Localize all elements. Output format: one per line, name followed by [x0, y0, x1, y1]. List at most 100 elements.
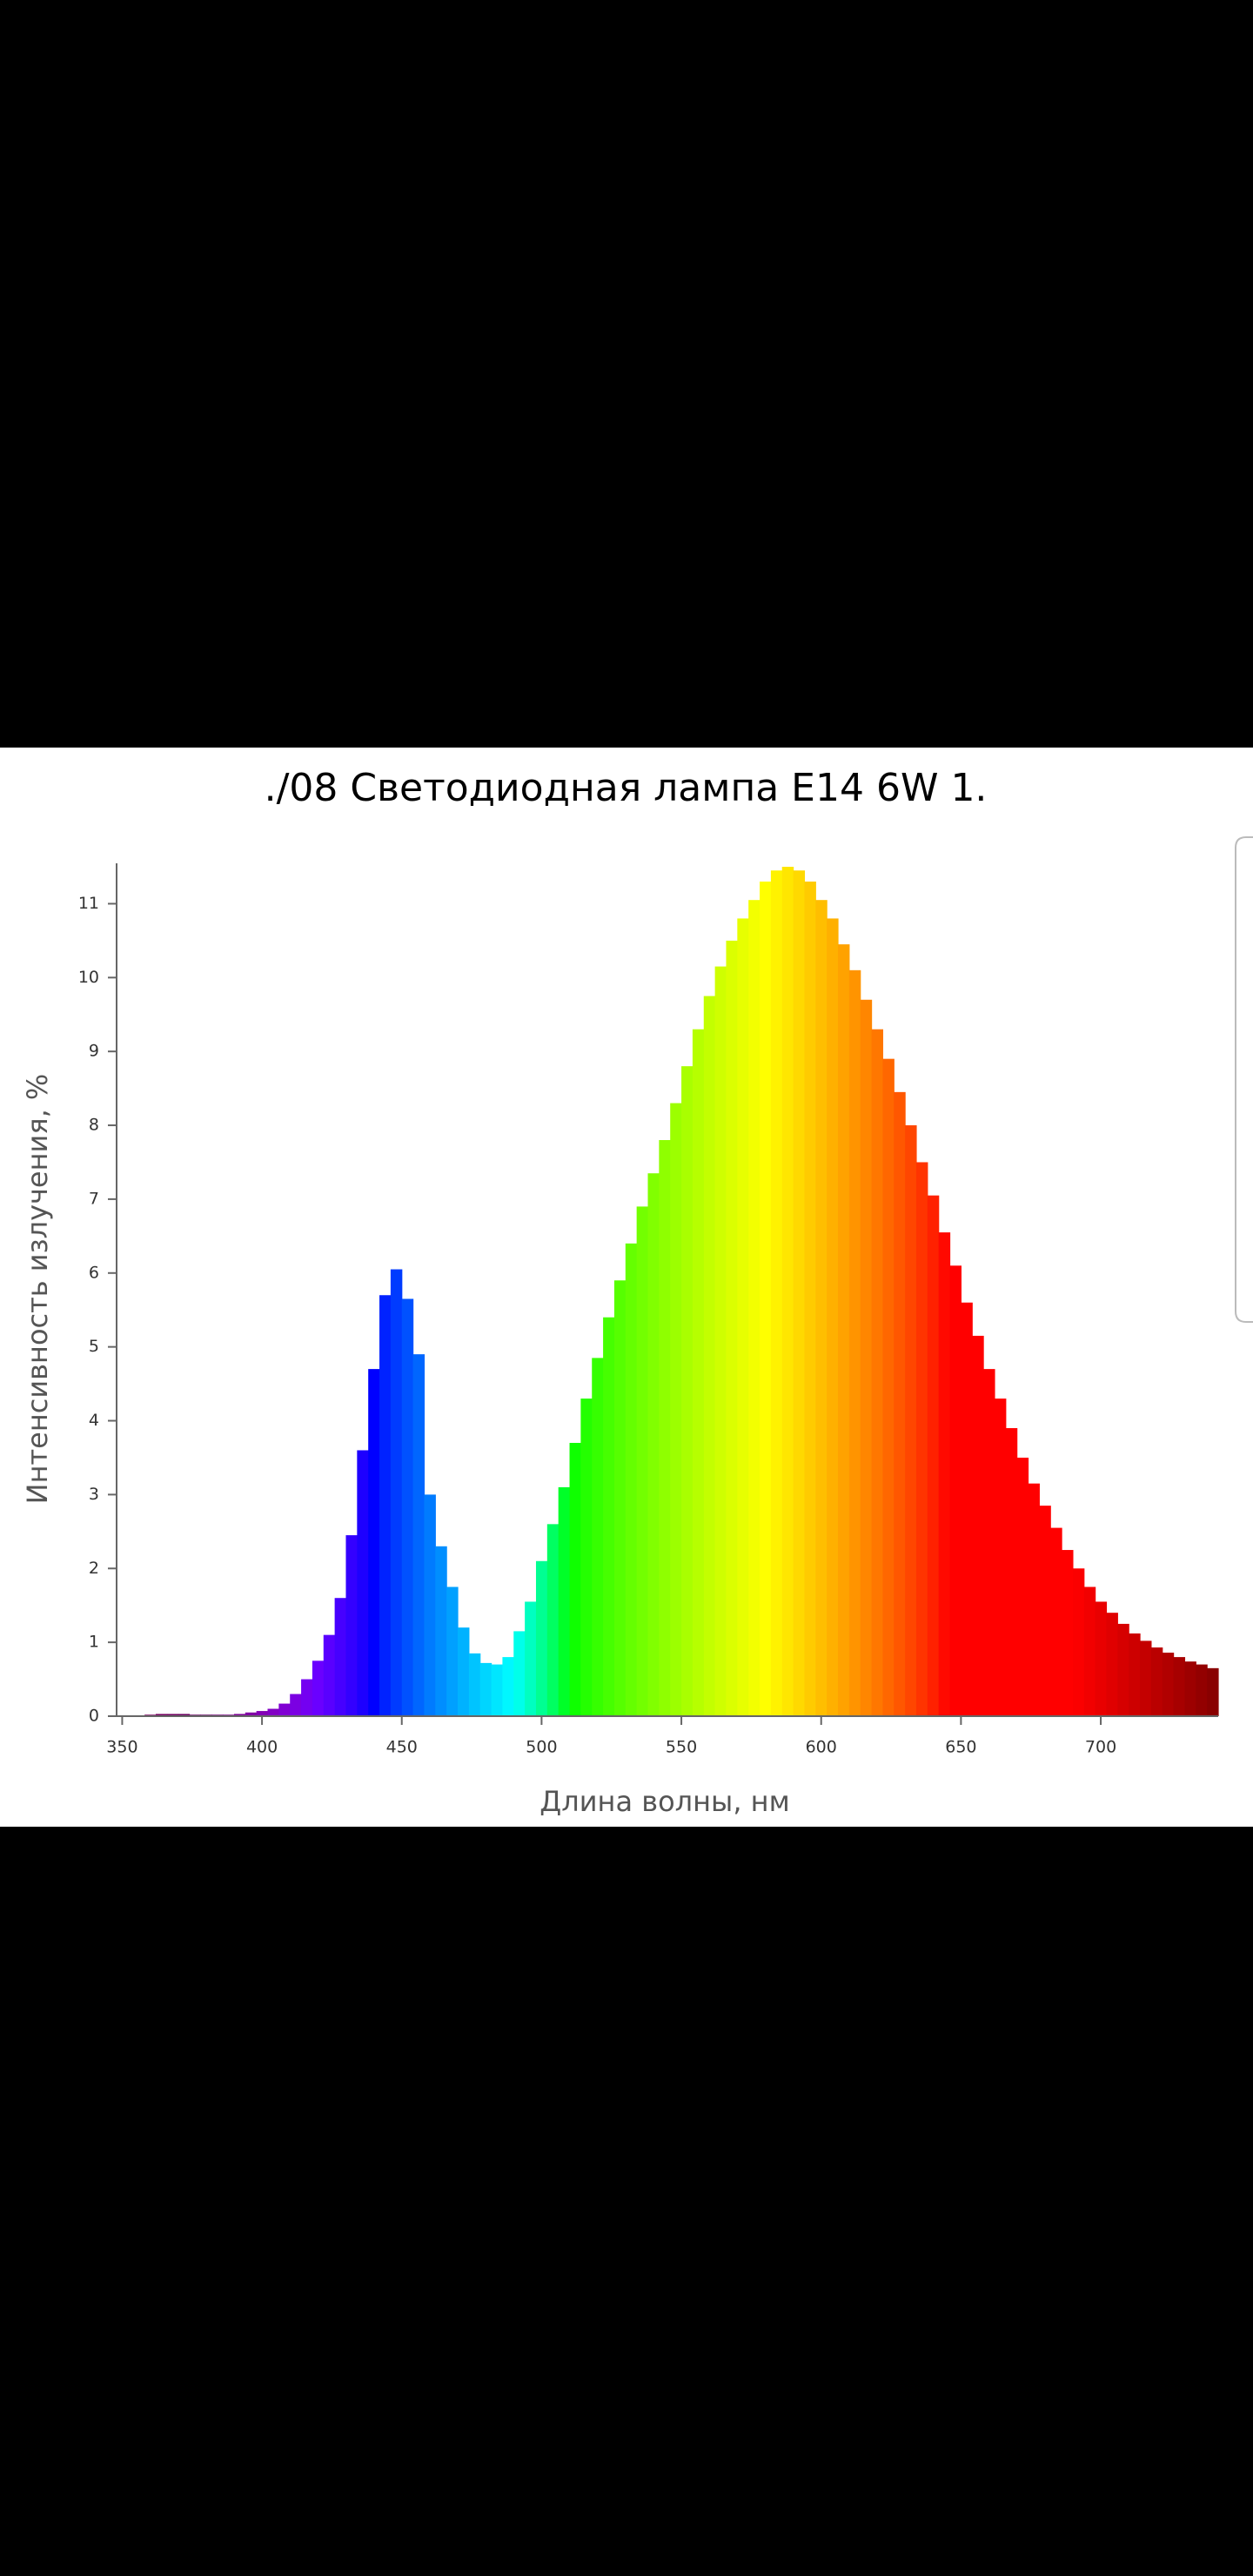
bar — [994, 1399, 1007, 1716]
x-tick-label: 550 — [666, 1738, 697, 1757]
bar — [681, 1066, 694, 1716]
bar — [491, 1664, 504, 1716]
bar — [703, 996, 716, 1716]
bar — [245, 1712, 258, 1716]
bar — [949, 1265, 962, 1716]
bar — [815, 900, 828, 1716]
bar — [334, 1598, 347, 1716]
bar — [468, 1653, 481, 1716]
bar — [345, 1535, 358, 1716]
bar — [983, 1369, 995, 1716]
bar — [580, 1399, 593, 1716]
bar — [312, 1660, 325, 1716]
bar — [972, 1335, 984, 1716]
bar — [915, 1162, 928, 1716]
x-tick-label: 400 — [246, 1738, 278, 1757]
bar — [301, 1679, 313, 1716]
bar — [726, 940, 738, 1716]
bar — [1140, 1640, 1152, 1716]
bar — [613, 1280, 626, 1716]
bar — [882, 1058, 895, 1716]
bar — [1207, 1667, 1219, 1716]
bar — [267, 1708, 279, 1716]
bar — [1039, 1506, 1051, 1716]
side-handle — [1235, 836, 1253, 1323]
bar — [781, 867, 794, 1716]
bar — [770, 870, 783, 1716]
x-tick-label: 600 — [806, 1738, 837, 1757]
bar — [290, 1694, 302, 1716]
bar — [323, 1634, 336, 1716]
bar — [1129, 1633, 1141, 1716]
bar — [894, 1091, 906, 1716]
bar — [1117, 1623, 1129, 1716]
bar — [401, 1298, 414, 1716]
y-tick-label: 10 — [78, 968, 99, 987]
bar — [1005, 1428, 1018, 1716]
bar — [390, 1269, 403, 1716]
bar — [256, 1711, 269, 1716]
bar — [458, 1627, 470, 1716]
y-axis-label: Интенсивность излучения, % — [21, 1074, 54, 1505]
bar — [446, 1587, 459, 1716]
bar — [357, 1450, 369, 1716]
bar — [760, 881, 772, 1716]
y-tick-label: 0 — [89, 1707, 99, 1726]
bar — [435, 1546, 447, 1716]
x-tick-label: 700 — [1085, 1738, 1116, 1757]
bar — [1028, 1483, 1040, 1716]
y-tick-label: 2 — [89, 1559, 99, 1578]
bar — [479, 1662, 492, 1716]
bar — [848, 969, 861, 1716]
bar — [1184, 1661, 1196, 1716]
bar — [368, 1369, 380, 1716]
bar — [804, 881, 816, 1716]
bar — [1062, 1550, 1074, 1716]
x-tick-label: 500 — [526, 1738, 557, 1757]
bar — [166, 1714, 179, 1716]
bar — [647, 1173, 660, 1716]
bar — [938, 1232, 951, 1716]
x-tick-label: 650 — [945, 1738, 976, 1757]
y-tick-label: 1 — [89, 1633, 99, 1652]
y-tick-label: 7 — [89, 1189, 99, 1208]
bar — [1072, 1568, 1085, 1716]
bar — [659, 1140, 671, 1716]
bar — [513, 1631, 526, 1716]
y-tick-label: 4 — [89, 1411, 99, 1430]
bar — [860, 999, 873, 1716]
bar — [1050, 1527, 1062, 1716]
bar — [558, 1486, 571, 1716]
bar — [961, 1302, 973, 1716]
y-tick-label: 3 — [89, 1485, 99, 1504]
bar — [1016, 1457, 1029, 1716]
bar — [1162, 1653, 1175, 1716]
bar — [1095, 1601, 1108, 1716]
bar — [569, 1442, 581, 1716]
bar — [714, 966, 727, 1716]
bar — [525, 1601, 537, 1716]
bar — [1196, 1664, 1208, 1716]
bar — [412, 1354, 425, 1716]
bar — [871, 1029, 884, 1716]
bar — [502, 1657, 514, 1716]
bar — [1106, 1613, 1118, 1716]
bar — [233, 1714, 246, 1716]
chart-title: ./08 Светодиодная лампа E14 6W 1. — [265, 766, 988, 810]
y-tick-label: 11 — [78, 894, 99, 913]
bar — [927, 1195, 940, 1716]
x-tick-label: 450 — [386, 1738, 418, 1757]
bar — [278, 1703, 291, 1716]
bar — [592, 1358, 604, 1716]
bar — [636, 1206, 649, 1716]
bar — [1083, 1587, 1096, 1716]
bar — [178, 1714, 191, 1716]
bar — [670, 1103, 682, 1716]
bar — [905, 1125, 917, 1716]
bar — [827, 918, 839, 1716]
bar — [1173, 1657, 1186, 1716]
bar — [546, 1524, 559, 1716]
bar — [737, 918, 749, 1716]
